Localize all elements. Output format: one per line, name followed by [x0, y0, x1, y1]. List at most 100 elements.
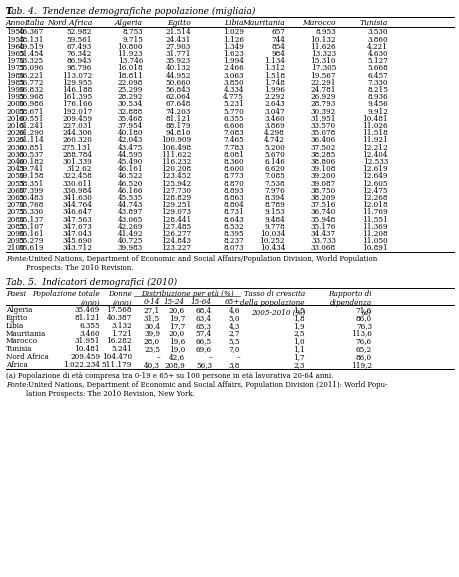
Text: 57.399: 57.399	[19, 187, 44, 195]
Text: 1.518: 1.518	[263, 72, 285, 80]
Text: 26.929: 26.929	[310, 93, 335, 102]
Text: Mauritania: Mauritania	[6, 329, 46, 338]
Text: 8.073: 8.073	[223, 245, 243, 253]
Text: –: –	[208, 353, 212, 361]
Text: 8.215: 8.215	[366, 86, 387, 94]
Text: 11.208: 11.208	[362, 230, 387, 238]
Text: 10.891: 10.891	[362, 245, 387, 253]
Text: 5.668: 5.668	[366, 65, 387, 73]
Text: 39,9: 39,9	[144, 329, 160, 338]
Text: 57,4: 57,4	[196, 329, 212, 338]
Text: 209.459: 209.459	[70, 353, 100, 361]
Text: Donne
(000): Donne (000)	[108, 290, 132, 308]
Text: 5.241: 5.241	[111, 345, 132, 353]
Text: 1.022.234: 1.022.234	[63, 361, 100, 369]
Text: 2060: 2060	[6, 187, 24, 195]
Text: Libia: Libia	[224, 19, 243, 27]
Text: 7.976: 7.976	[263, 187, 285, 195]
Text: 1,0: 1,0	[293, 338, 304, 346]
Text: 31.771: 31.771	[165, 50, 190, 58]
Text: 28.292: 28.292	[118, 93, 143, 102]
Text: 55.137: 55.137	[18, 216, 44, 224]
Text: 129.955: 129.955	[62, 79, 92, 87]
Text: 1985: 1985	[6, 79, 25, 87]
Text: 4,3: 4,3	[228, 322, 240, 330]
Text: 0-14: 0-14	[143, 298, 160, 306]
Text: 4,6: 4,6	[228, 306, 240, 314]
Text: (a) Popolazione di età compresa tra 0-19 e 65+ su 100 persone in età lavorativa : (a) Popolazione di età compresa tra 0-19…	[6, 372, 333, 380]
Text: 88.179: 88.179	[165, 122, 190, 130]
Text: 7.783: 7.783	[223, 144, 243, 152]
Text: 12.475: 12.475	[362, 187, 387, 195]
Text: 31.951: 31.951	[74, 338, 100, 346]
Text: 76,6: 76,6	[355, 338, 371, 346]
Text: 104.470: 104.470	[101, 353, 132, 361]
Text: 6.355: 6.355	[79, 322, 100, 330]
Text: Algeria: Algeria	[6, 306, 32, 314]
Text: 11.369: 11.369	[362, 223, 387, 231]
Text: 1,5: 1,5	[293, 306, 304, 314]
Text: 59.741: 59.741	[18, 165, 44, 173]
Text: 1.721: 1.721	[111, 329, 132, 338]
Text: 19.567: 19.567	[310, 72, 335, 80]
Text: 67.648: 67.648	[165, 100, 190, 108]
Text: 8.731: 8.731	[223, 208, 243, 216]
Text: 44.743: 44.743	[118, 201, 143, 209]
Text: 1955: 1955	[6, 36, 25, 44]
Text: 1,9: 1,9	[293, 322, 304, 330]
Text: Tab. 5.  Indicatori demografici (2010): Tab. 5. Indicatori demografici (2010)	[6, 278, 177, 287]
Text: 1.312: 1.312	[263, 65, 285, 73]
Text: 94.810: 94.810	[165, 129, 190, 137]
Text: 4.775: 4.775	[223, 93, 243, 102]
Text: 45.535: 45.535	[118, 194, 143, 202]
Text: 7.083: 7.083	[223, 129, 243, 137]
Text: 1960: 1960	[6, 43, 25, 51]
Text: 11.518: 11.518	[362, 129, 387, 137]
Text: 9.456: 9.456	[366, 100, 387, 108]
Text: –: –	[156, 353, 160, 361]
Text: 39.087: 39.087	[310, 179, 335, 188]
Text: 12.619: 12.619	[362, 165, 387, 173]
Text: United Nations, Department of Economic and Social Affairs/Population Division, W: United Nations, Department of Economic a…	[26, 255, 376, 272]
Text: 2,7: 2,7	[228, 329, 240, 338]
Text: 3.530: 3.530	[367, 28, 387, 36]
Text: 65,2: 65,2	[355, 345, 371, 353]
Text: Egitto: Egitto	[6, 314, 28, 322]
Text: 56.772: 56.772	[18, 79, 44, 87]
Text: 330.611: 330.611	[62, 179, 92, 188]
Text: Egitto: Egitto	[167, 19, 190, 27]
Text: 744: 744	[270, 36, 285, 44]
Text: 8.237: 8.237	[223, 237, 243, 245]
Text: 8.532: 8.532	[223, 223, 243, 231]
Text: 2,5: 2,5	[293, 329, 304, 338]
Text: Italia: Italia	[24, 19, 44, 27]
Text: 60.851: 60.851	[18, 144, 44, 152]
Text: 22.098: 22.098	[118, 79, 143, 87]
Text: 3.850: 3.850	[223, 79, 243, 87]
Text: 39.108: 39.108	[310, 165, 335, 173]
Text: 8.789: 8.789	[263, 201, 285, 209]
Text: 227.031: 227.031	[62, 122, 92, 130]
Text: United Nations, Department of Economic and Social Affairs, Population Division (: United Nations, Department of Economic a…	[26, 381, 386, 398]
Text: 8.936: 8.936	[367, 93, 387, 102]
Text: 2070: 2070	[6, 201, 24, 209]
Text: Rapporto di
dipendenza
(a): Rapporto di dipendenza (a)	[328, 290, 371, 317]
Text: 16.282: 16.282	[106, 338, 132, 346]
Text: 24.781: 24.781	[310, 86, 335, 94]
Text: 113.072: 113.072	[62, 72, 92, 80]
Text: 984: 984	[270, 50, 285, 58]
Text: 7.085: 7.085	[263, 173, 285, 181]
Text: 20,6: 20,6	[168, 306, 185, 314]
Text: 129.251: 129.251	[160, 201, 190, 209]
Text: 40.180: 40.180	[117, 129, 143, 137]
Text: 45.490: 45.490	[118, 158, 143, 166]
Text: 1965: 1965	[6, 50, 25, 58]
Text: 60.551: 60.551	[18, 115, 44, 123]
Text: 65+: 65+	[224, 298, 240, 306]
Text: Tab. 4.  Tendenze demografiche popolazione (migliaia): Tab. 4. Tendenze demografiche popolazion…	[6, 7, 255, 16]
Text: 35.468: 35.468	[118, 115, 143, 123]
Text: 12.212: 12.212	[362, 144, 387, 152]
Text: 46.161: 46.161	[117, 165, 143, 173]
Text: 106.498: 106.498	[161, 144, 190, 152]
Text: 35.948: 35.948	[310, 216, 335, 224]
